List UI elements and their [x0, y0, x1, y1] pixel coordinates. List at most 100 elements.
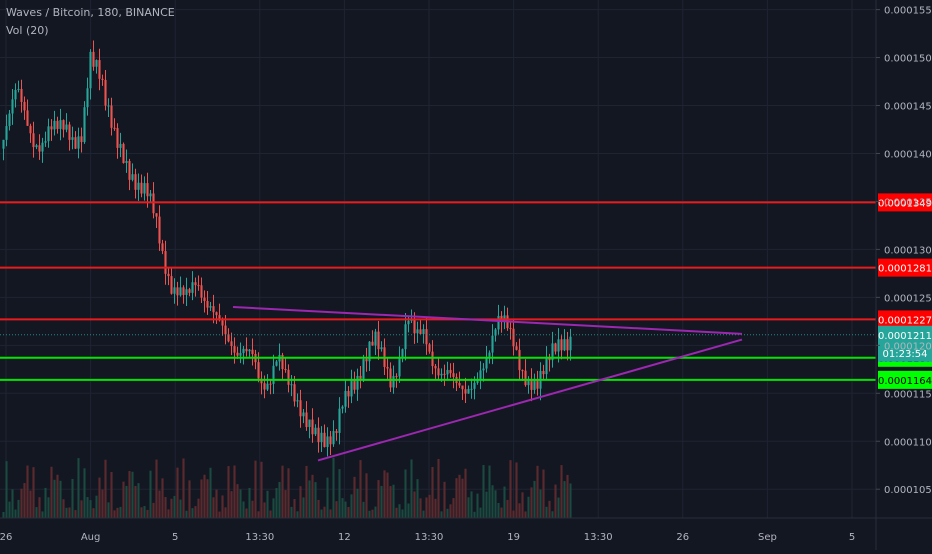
- candle-body: [98, 60, 101, 79]
- volume-indicator-label[interactable]: Vol (20): [6, 24, 49, 37]
- candle-body: [332, 431, 335, 445]
- volume-bar: [35, 507, 38, 518]
- candle-body: [413, 319, 416, 334]
- candle-body: [491, 335, 494, 353]
- candle-body: [314, 427, 317, 435]
- candle-body: [398, 357, 401, 377]
- volume-bar: [2, 512, 5, 518]
- y-axis[interactable]: 0.00010500.00011000.00011500.00012000.00…: [875, 0, 932, 550]
- candle-body: [194, 282, 197, 286]
- volume-bar: [464, 468, 467, 518]
- triangle-pattern: [232, 305, 743, 462]
- candle-body: [53, 120, 56, 130]
- volume-bar: [101, 489, 104, 518]
- volume-bar: [47, 497, 50, 518]
- candle-body: [176, 287, 179, 296]
- volume-bar: [389, 486, 392, 518]
- candle-body: [392, 376, 395, 388]
- volume-bar: [380, 485, 383, 518]
- volume-bar: [299, 486, 302, 518]
- volume-bar: [224, 507, 227, 518]
- candle-body: [524, 370, 527, 386]
- volume-bar: [92, 508, 95, 518]
- volume-bar: [113, 510, 116, 518]
- volume-bar: [263, 502, 266, 518]
- candle-body: [47, 126, 50, 142]
- candle-body: [212, 306, 215, 313]
- candle-body: [434, 366, 437, 369]
- volume-bar: [452, 498, 455, 518]
- volume-bar: [158, 490, 161, 518]
- candle-body: [449, 369, 452, 374]
- candle-body: [68, 124, 71, 140]
- candle-body: [569, 336, 572, 351]
- volume-bar: [104, 459, 107, 518]
- volume-bar: [134, 485, 137, 518]
- volume-bar: [470, 491, 473, 518]
- candle-body: [89, 51, 92, 89]
- volume-bar: [230, 491, 233, 518]
- candle-body: [158, 216, 161, 244]
- volume-bar: [422, 510, 425, 518]
- x-tick-label: 13:30: [415, 532, 444, 543]
- candle-body: [44, 141, 47, 143]
- volume-bar: [17, 499, 20, 518]
- candle-body: [83, 107, 86, 143]
- candle-body: [482, 368, 485, 371]
- volume-bar: [323, 506, 326, 518]
- candle-body: [395, 376, 398, 378]
- x-axis[interactable]: 26 Aug 5 13:30 12 13:30 19 13:30 26 Sep 5: [0, 517, 932, 543]
- volume-bar: [428, 494, 431, 518]
- candle-body: [146, 183, 149, 197]
- x-tick-label: 5: [849, 532, 855, 543]
- candle-body: [206, 301, 209, 308]
- volume-bar: [557, 497, 560, 518]
- candle-body: [368, 341, 371, 362]
- candle-body: [101, 78, 104, 80]
- candle-body: [365, 359, 368, 362]
- volume-bar: [155, 459, 158, 518]
- candle-body: [32, 133, 35, 148]
- volume-bar: [365, 473, 368, 518]
- volume-bar: [395, 507, 398, 518]
- volume-bar: [494, 490, 497, 518]
- candle-body: [50, 126, 53, 130]
- candle-body: [545, 356, 548, 375]
- candle-body: [470, 388, 473, 390]
- volume-bar: [227, 466, 230, 518]
- candle-body: [356, 375, 359, 390]
- candle-body: [62, 120, 65, 130]
- candle-body: [119, 143, 122, 148]
- candle-body: [446, 369, 449, 375]
- volume-bar: [467, 497, 470, 518]
- candle-body: [218, 315, 221, 321]
- volume-bar: [254, 460, 257, 518]
- volume-bar: [65, 507, 68, 518]
- candle-body: [530, 378, 533, 390]
- volume-bar: [275, 488, 278, 518]
- candle-body: [563, 339, 566, 351]
- volume-bar: [536, 465, 539, 518]
- candle-body: [74, 137, 77, 149]
- candle-body: [86, 88, 89, 108]
- volume-bar: [449, 504, 452, 518]
- volume-bar: [497, 502, 500, 518]
- candle-body: [35, 145, 38, 148]
- candle-body: [422, 329, 425, 335]
- candle-body: [77, 136, 80, 149]
- candle-body: [41, 142, 44, 152]
- candle-body: [299, 400, 302, 417]
- candle-body: [242, 348, 245, 354]
- volume-bar: [272, 498, 275, 518]
- volume-bar: [212, 497, 215, 518]
- candle-body: [227, 334, 230, 342]
- candle-body: [26, 110, 29, 126]
- candle-body: [290, 384, 293, 386]
- volume-bar: [290, 506, 293, 518]
- x-tick-label: 19: [507, 532, 520, 543]
- candle-body: [209, 306, 212, 308]
